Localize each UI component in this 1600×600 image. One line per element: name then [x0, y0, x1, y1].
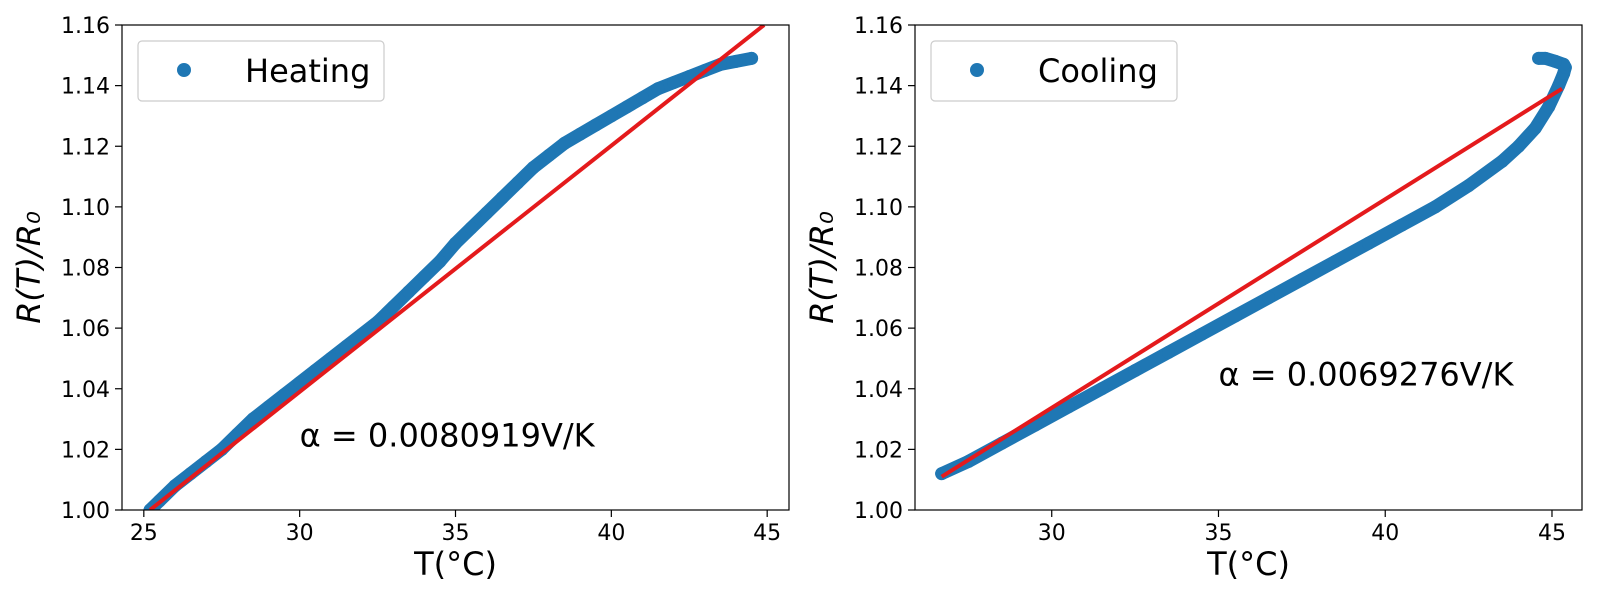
data-point	[1295, 273, 1309, 287]
x-tick-label: 40	[1371, 521, 1399, 546]
fit-line	[940, 86, 1564, 479]
y-tick-label: 1.02	[854, 438, 903, 463]
data-point	[1128, 364, 1142, 378]
data-point	[1262, 291, 1276, 305]
data-point	[495, 191, 509, 205]
data-point	[402, 285, 416, 299]
data-point	[745, 51, 759, 65]
data-point	[277, 388, 291, 402]
y-tick-label: 1.04	[854, 378, 903, 403]
data-point	[1512, 139, 1526, 153]
x-tick-label: 30	[286, 521, 314, 546]
y-tick-label: 1.14	[61, 75, 110, 100]
data-point	[1462, 179, 1476, 193]
data-band	[143, 51, 759, 510]
y-tick-label: 1.08	[61, 257, 110, 282]
data-point	[1061, 400, 1075, 414]
data-band	[935, 51, 1572, 481]
y-tick-label: 1.16	[61, 14, 110, 39]
data-point	[1428, 200, 1442, 214]
data-point	[1095, 382, 1109, 396]
legend-label: Heating	[245, 52, 370, 90]
y-tick-label: 1.12	[854, 135, 903, 160]
data-point	[526, 160, 540, 174]
y-tick-label: 1.08	[854, 257, 903, 282]
x-tick-label: 45	[1538, 521, 1566, 546]
data-point	[1528, 121, 1542, 135]
legend: Heating	[137, 40, 385, 102]
data-point	[324, 351, 338, 365]
data-point	[636, 91, 650, 105]
y-tick-label: 1.04	[61, 378, 110, 403]
data-point	[1195, 327, 1209, 341]
alpha-annotation: α = 0.0080919V/K	[300, 416, 596, 454]
data-point	[651, 82, 665, 96]
data-point	[511, 176, 525, 190]
y-tick-label: 1.12	[61, 135, 110, 160]
data-point	[355, 327, 369, 341]
data-point	[667, 76, 681, 90]
legend-label: Cooling	[1038, 52, 1158, 90]
data-point	[542, 148, 556, 162]
legend-box	[137, 40, 385, 102]
y-axis-label: R(T)/R₀	[803, 211, 841, 324]
legend-marker	[177, 63, 191, 77]
data-point	[620, 100, 634, 114]
heating-chart: 25 30 35 40 45 1.00 1.02 1.04 1.06 1.08 1.10 1.12 1.…	[10, 14, 790, 583]
x-axis-label: T(°C)	[1206, 545, 1290, 583]
data-point	[1532, 51, 1546, 65]
legend: Cooling	[930, 40, 1178, 102]
x-tick-label: 40	[597, 521, 625, 546]
x-tick-label: 30	[1038, 521, 1066, 546]
data-point	[246, 412, 260, 426]
data-point	[1495, 154, 1509, 168]
data-point	[386, 300, 400, 314]
y-tick-label: 1.00	[854, 499, 903, 524]
data-point	[293, 376, 307, 390]
cooling-chart: 30 35 40 45 1.00 1.02 1.04 1.06 1.08 1.10 1.12 1.14…	[803, 14, 1583, 583]
y-tick-label: 1.06	[61, 317, 110, 342]
y-tick-label: 1.06	[854, 317, 903, 342]
legend-box	[930, 40, 1178, 102]
alpha-annotation: α = 0.0069276V/K	[1218, 356, 1514, 394]
y-tick-label: 1.02	[61, 438, 110, 463]
fit-line	[148, 25, 766, 510]
data-point	[1328, 254, 1342, 268]
x-tick-label: 35	[1204, 521, 1232, 546]
x-tick-label: 35	[442, 521, 470, 546]
data-point	[558, 136, 572, 150]
data-point	[449, 236, 462, 250]
data-point	[480, 206, 494, 220]
data-point	[573, 127, 587, 141]
data-point	[1395, 218, 1409, 232]
y-tick-label: 1.14	[854, 75, 903, 100]
data-point	[339, 339, 353, 353]
data-point	[417, 270, 431, 284]
plot-area	[143, 25, 766, 510]
y-axis-label: R(T)/R₀	[10, 211, 48, 324]
y-tick-label: 1.10	[61, 196, 110, 221]
y-tick-label: 1.16	[854, 14, 903, 39]
data-point	[604, 109, 618, 123]
data-point	[308, 364, 322, 378]
data-point	[1542, 100, 1556, 114]
data-point	[464, 221, 478, 235]
data-point	[1362, 236, 1376, 250]
data-point	[589, 118, 603, 132]
legend-marker	[970, 63, 984, 77]
data-point	[261, 400, 275, 414]
data-point	[1228, 309, 1242, 323]
data-point	[1161, 345, 1175, 359]
data-point	[729, 54, 743, 68]
data-point	[1548, 54, 1562, 68]
y-tick-label: 1.00	[61, 499, 110, 524]
x-tick-label: 45	[753, 521, 781, 546]
y-tick-label: 1.10	[854, 196, 903, 221]
plot-area	[935, 51, 1572, 481]
data-point	[433, 254, 447, 268]
x-axis-label: T(°C)	[413, 545, 497, 583]
x-tick-label: 25	[130, 521, 158, 546]
